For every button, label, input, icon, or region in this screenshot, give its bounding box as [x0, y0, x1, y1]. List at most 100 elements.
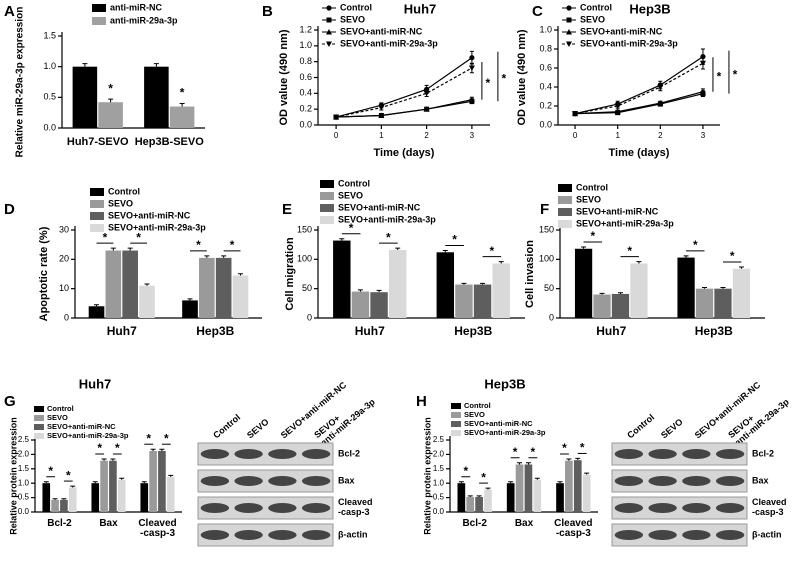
x-tick-label: Bax — [99, 518, 118, 529]
point — [614, 108, 621, 115]
point — [699, 60, 706, 67]
significance-label: * — [486, 76, 491, 90]
bar — [473, 284, 492, 318]
x-tick-label: Huh7 — [596, 324, 626, 338]
y-tick-label: 1.5 — [18, 464, 30, 473]
legend-label: Control — [580, 2, 612, 12]
legend-swatch — [558, 196, 572, 204]
y-tick-label: 0.8 — [299, 56, 312, 66]
bar — [565, 460, 573, 512]
legend-label: Control — [464, 401, 491, 410]
y-axis-label: OD value (490 nm) — [516, 29, 528, 125]
panel-label: B — [262, 3, 273, 20]
significance-label: * — [66, 468, 71, 482]
x-tick-label: Huh7 — [107, 324, 137, 338]
legend-swatch — [34, 424, 44, 430]
error-bar — [70, 485, 76, 488]
x-tick-label: Hep3B — [695, 324, 733, 338]
legend-swatch — [558, 208, 572, 216]
legend-label: SEVO+anti-miR-29a-3p — [108, 222, 206, 232]
error-bar — [159, 448, 165, 451]
significance-label: * — [196, 238, 201, 252]
error-bar — [108, 98, 114, 103]
y-axis-label: Relative protein expression — [8, 417, 18, 535]
bar — [714, 288, 732, 318]
legend-label: SEVO+anti-miR-NC — [108, 210, 191, 220]
blot-band — [200, 530, 230, 540]
x-tick-label: Bcl-2 — [47, 518, 72, 529]
blot-band — [200, 503, 230, 513]
y-tick-label: 0 — [64, 312, 69, 322]
blot-band — [301, 449, 331, 459]
y-tick-label: 1.0 — [299, 40, 312, 50]
significance-label: * — [502, 72, 507, 86]
blot-band — [715, 530, 745, 540]
significance-label: * — [733, 67, 738, 81]
legend-swatch — [320, 180, 334, 188]
error-bar — [557, 481, 563, 484]
y-tick-label: 0 — [549, 312, 554, 322]
bar — [388, 249, 407, 318]
bar — [158, 450, 166, 512]
error-bar — [702, 286, 708, 289]
y-tick-label: 0.8 — [539, 43, 552, 53]
lane-label: SEVO — [245, 417, 271, 441]
bar — [436, 252, 455, 318]
bar — [351, 291, 370, 318]
y-tick-label: 0 — [307, 312, 312, 322]
legend-marker — [326, 29, 332, 35]
y-tick-label: 0.2 — [539, 100, 552, 110]
bar — [630, 263, 648, 318]
blot-band — [234, 449, 263, 459]
legend-marker — [566, 5, 572, 11]
bar — [457, 483, 466, 512]
y-tick-label: 1.0 — [539, 24, 552, 34]
significance-label: * — [562, 441, 567, 455]
error-bar — [94, 304, 100, 307]
blot-band — [648, 503, 677, 513]
bar — [677, 257, 695, 318]
error-bar — [43, 481, 49, 484]
legend-swatch — [320, 204, 334, 212]
error-bar — [237, 273, 243, 276]
legend-marker — [566, 29, 572, 35]
chart-title: Huh7 — [79, 376, 112, 391]
error-bar — [636, 261, 642, 264]
blot-band — [648, 530, 677, 540]
row-label: β-actin — [752, 529, 782, 539]
y-tick-label: 2.0 — [433, 450, 445, 459]
error-bar — [442, 250, 448, 253]
bar — [695, 288, 714, 318]
error-bar — [584, 472, 590, 475]
legend-swatch — [320, 216, 334, 224]
x-tick-label: Huh7 — [355, 324, 385, 338]
y-tick-label: 0.4 — [299, 88, 312, 98]
legend-swatch — [451, 430, 461, 436]
bar — [484, 489, 492, 512]
legend-marker — [326, 5, 332, 11]
point — [572, 111, 579, 117]
point — [469, 55, 475, 61]
error-bar — [187, 298, 193, 301]
legend-swatch — [451, 421, 461, 427]
blot-band — [682, 476, 711, 486]
blot-band — [301, 503, 331, 513]
y-tick-label: 50 — [544, 283, 554, 293]
legend-label: SEVO — [576, 194, 601, 204]
error-bar — [575, 457, 581, 461]
x-tick-label: 2 — [658, 131, 663, 140]
bar — [100, 460, 108, 512]
point — [468, 65, 475, 71]
bar — [475, 497, 483, 512]
bar — [573, 460, 582, 512]
significance-label: * — [490, 244, 495, 258]
significance-label: * — [97, 441, 102, 455]
error-bar — [168, 474, 174, 477]
blot-band — [648, 476, 677, 486]
significance-label: * — [103, 230, 108, 244]
y-tick-label: 0.5 — [18, 493, 30, 502]
legend-label: SEVO+anti-miR-NC — [47, 422, 116, 431]
bar — [182, 300, 198, 318]
error-bar — [61, 498, 67, 500]
y-tick-label: 1.0 — [18, 478, 30, 487]
